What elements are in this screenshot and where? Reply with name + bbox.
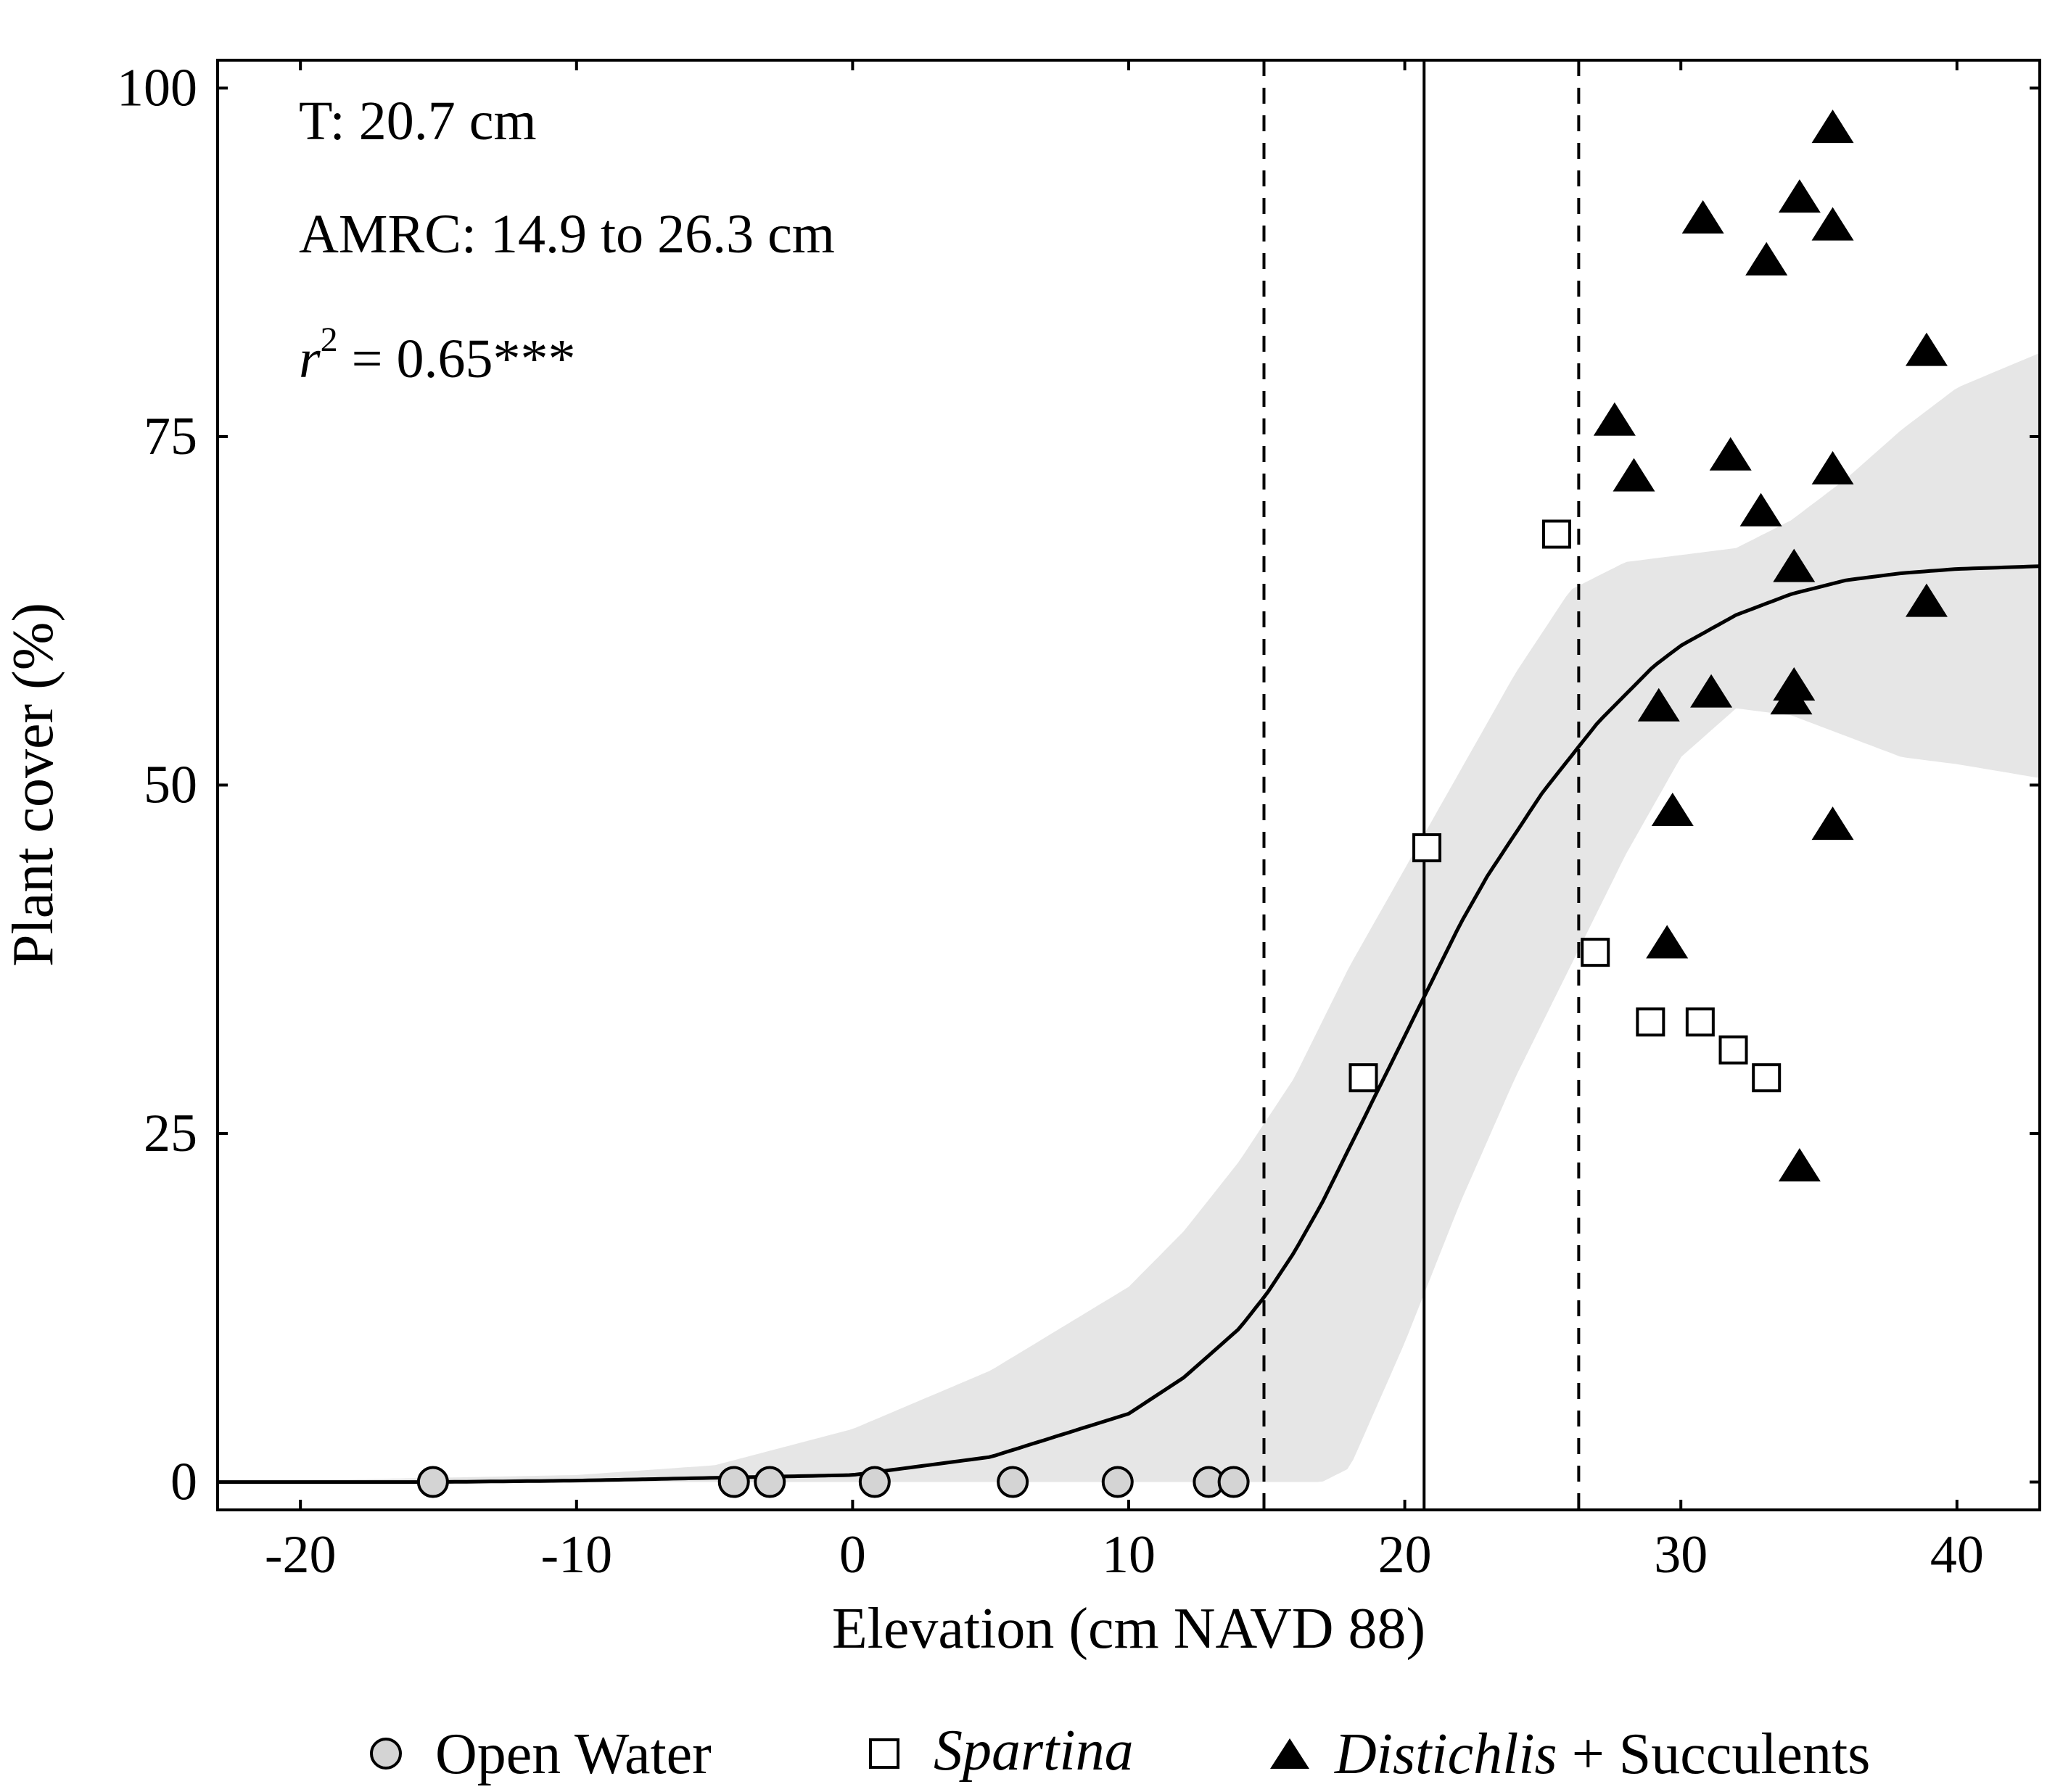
y-tick-label: 25 xyxy=(144,1104,197,1163)
x-tick-label: 20 xyxy=(1378,1525,1432,1585)
legend-distichlis-label: Distichlis + Succulents xyxy=(1334,1722,1870,1786)
point-spartina xyxy=(1541,519,1571,549)
point-distichlis-succulents xyxy=(1773,548,1816,582)
reference-lines-layer xyxy=(1262,60,1581,1510)
point-distichlis-succulents xyxy=(1811,207,1854,241)
x-tick-label: 10 xyxy=(1102,1525,1156,1585)
y-tick-label: 50 xyxy=(144,756,197,815)
point-open-water xyxy=(997,1466,1029,1498)
point-spartina xyxy=(1581,938,1610,967)
point-spartina xyxy=(1685,1007,1715,1037)
point-open-water xyxy=(858,1466,891,1498)
point-distichlis-succulents xyxy=(1709,437,1752,471)
y-axis-title: Plant cover (%) xyxy=(1,603,65,967)
x-tick-label: 40 xyxy=(1930,1525,1984,1585)
y-tick-label: 75 xyxy=(144,407,197,466)
legend-open-water-label: Open Water xyxy=(435,1722,712,1786)
point-distichlis-succulents xyxy=(1770,681,1813,715)
y-tick-label: 0 xyxy=(170,1453,197,1512)
point-distichlis-succulents xyxy=(1778,1148,1821,1182)
confidence-band-layer xyxy=(218,352,2040,1482)
legend-distichlis-marker xyxy=(1270,1738,1309,1769)
point-distichlis-succulents xyxy=(1646,925,1689,959)
legend-spartina-label: Spartina xyxy=(934,1719,1134,1783)
y-tick-label: 100 xyxy=(117,58,197,117)
point-distichlis-succulents xyxy=(1651,792,1694,826)
point-distichlis-succulents xyxy=(1905,332,1948,366)
point-distichlis-succulents xyxy=(1811,451,1854,485)
point-spartina xyxy=(1718,1035,1748,1065)
point-distichlis-succulents xyxy=(1773,666,1816,701)
annotation-amrc: AMRC: 14.9 to 26.3 cm xyxy=(299,204,835,265)
point-distichlis-succulents xyxy=(1811,806,1854,841)
x-tick-label: -10 xyxy=(540,1525,612,1585)
point-distichlis-succulents xyxy=(1905,583,1948,617)
fit-curve xyxy=(218,564,2040,1485)
x-axis-title: Elevation (cm NAVD 88) xyxy=(832,1597,1425,1661)
point-distichlis-succulents xyxy=(1613,458,1655,492)
point-distichlis-succulents xyxy=(1811,110,1854,144)
r2-value: = 0.65*** xyxy=(338,329,576,389)
data-points-layer xyxy=(416,110,1948,1498)
x-tick-label: 0 xyxy=(839,1525,866,1585)
point-distichlis-succulents xyxy=(1739,492,1782,527)
point-open-water xyxy=(1217,1466,1250,1498)
r2-exponent: 2 xyxy=(321,321,338,359)
point-open-water xyxy=(1101,1466,1134,1498)
point-open-water xyxy=(754,1466,786,1498)
r2-symbol: r xyxy=(299,329,321,389)
legend: Open Water Spartina Distichlis + Succule… xyxy=(370,1719,1870,1786)
point-distichlis-succulents xyxy=(1681,200,1724,234)
point-distichlis-succulents xyxy=(1745,241,1788,276)
x-tick-label: 30 xyxy=(1654,1525,1708,1585)
legend-spartina-marker xyxy=(869,1738,899,1769)
point-spartina xyxy=(1348,1063,1378,1093)
point-distichlis-succulents xyxy=(1593,402,1636,436)
x-tick-label: -20 xyxy=(265,1525,337,1585)
confidence-band xyxy=(218,352,2040,1482)
annotation-r2: r2 = 0.65*** xyxy=(299,321,575,389)
point-distichlis-succulents xyxy=(1690,674,1733,708)
fit-curve-layer xyxy=(218,564,2040,1485)
point-open-water xyxy=(416,1466,449,1498)
point-spartina xyxy=(1412,833,1442,862)
point-distichlis-succulents xyxy=(1637,688,1680,722)
legend-distichlis-suffix: + Succulents xyxy=(1557,1722,1871,1786)
legend-distichlis-name: Distichlis xyxy=(1334,1722,1557,1786)
point-distichlis-succulents xyxy=(1778,179,1821,213)
point-open-water xyxy=(717,1466,750,1498)
point-spartina xyxy=(1752,1063,1782,1093)
annotation-threshold: T: 20.7 cm xyxy=(299,91,537,152)
axis-ticks-layer: -20 -10 0 10 20 30 40 0 25 50 75 100 xyxy=(117,58,2040,1585)
point-spartina xyxy=(1636,1007,1665,1037)
legend-open-water-marker xyxy=(370,1738,402,1770)
